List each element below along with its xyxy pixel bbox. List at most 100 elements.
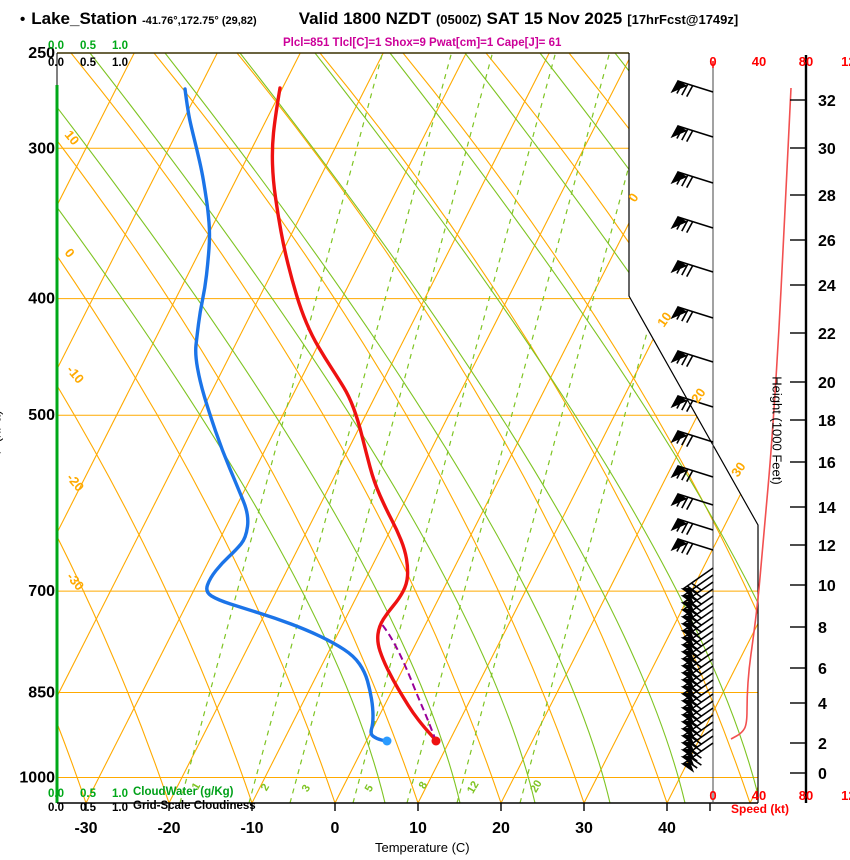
isotherm-line xyxy=(57,53,218,803)
temperature-labels: -30 -20 -10 0 10 20 30 40 xyxy=(74,803,711,837)
moist-adiabat-line xyxy=(57,53,386,803)
height-tick-label: 28 xyxy=(818,188,836,205)
barb-feather xyxy=(685,400,694,413)
speed-tick-top: 0 xyxy=(709,54,716,69)
barb-staff xyxy=(682,637,714,660)
height-tick-label: 32 xyxy=(818,93,836,110)
barb-feather xyxy=(676,218,684,230)
barb-feather xyxy=(681,521,689,534)
cloud-scale-top-black: 1.0 xyxy=(112,57,128,69)
moist-adiabat-line xyxy=(614,53,758,803)
moist-adiabat-line xyxy=(314,53,758,803)
barb-feather xyxy=(676,127,684,139)
height-tick-label: 16 xyxy=(818,455,836,472)
cloud-scale-bottom-black: 1.0 xyxy=(112,802,128,814)
height-tick-label: 30 xyxy=(818,141,836,158)
dry-adiabat-line xyxy=(402,53,758,803)
dewpoint-curve xyxy=(183,87,388,743)
barb-staff xyxy=(682,651,714,674)
pressure-tick-label: 700 xyxy=(28,583,55,600)
barb-feather xyxy=(685,543,694,556)
dry-adiabat-line xyxy=(568,53,758,803)
wind-barbs xyxy=(670,79,714,773)
height-tick-label: 6 xyxy=(818,661,827,678)
barb-staff xyxy=(682,616,714,639)
temperature-tick-label: 0 xyxy=(331,820,340,837)
pressure-tick-label: 400 xyxy=(28,291,55,308)
barb-pennant xyxy=(680,762,695,773)
height-tick-label: 2 xyxy=(818,736,827,753)
mixing-ratio-line xyxy=(289,53,494,803)
right-border xyxy=(628,53,759,803)
barb-staff xyxy=(682,658,714,681)
cloud-scale-bottom-green: 0.0 xyxy=(48,788,64,800)
isotherm-label: 10 xyxy=(654,309,675,329)
speed-tick-top: 120 xyxy=(841,54,850,69)
dry-adiabat-line xyxy=(485,53,758,803)
dry-adiabat-label: 0 xyxy=(62,245,78,260)
cloud-scale-bottom-green: 0.5 xyxy=(80,788,97,800)
barb-feather xyxy=(676,495,684,507)
dry-adiabat-line xyxy=(57,53,419,803)
barb-staff xyxy=(677,260,714,273)
sounding-indices: Plcl=851 Tlcl[C]=1 Shox=9 Pwat[cm]=1 Cap… xyxy=(283,37,562,49)
moist-adiabat-line xyxy=(239,53,686,803)
mixing-ratio-label: 8 xyxy=(417,780,430,791)
isotherm-line xyxy=(57,53,301,803)
pressure-labels: 250 300 400 500 700 850 1000 xyxy=(19,45,55,786)
barb-feather xyxy=(681,468,689,481)
barb-feather xyxy=(685,221,694,234)
temperature-tick-label: -10 xyxy=(240,820,263,837)
wind-barb xyxy=(670,215,714,234)
barb-feather xyxy=(686,760,698,769)
barb-staff xyxy=(682,679,714,702)
temperature-tick-label: 10 xyxy=(409,820,427,837)
height-tick-label: 0 xyxy=(818,766,827,783)
temperature-curve xyxy=(270,86,438,743)
speed-tick-top: 80 xyxy=(799,54,813,69)
speed-tick-bottom: 40 xyxy=(752,788,766,803)
barb-feather xyxy=(685,470,694,483)
isotherm-line xyxy=(417,53,758,803)
barb-staff xyxy=(682,581,714,604)
wind-barb xyxy=(670,124,714,143)
barb-staff xyxy=(682,714,714,737)
temperature-tick-label: 30 xyxy=(575,820,593,837)
barb-feather xyxy=(676,467,684,479)
isotherm-line xyxy=(583,53,758,803)
speed-tick-bottom: 120 xyxy=(841,788,850,803)
wind-barb xyxy=(670,492,714,511)
pressure-axis-title: P (hPa) xyxy=(0,410,4,455)
dry-adiabat-line xyxy=(153,53,585,803)
surface-dewpoint-dot xyxy=(382,736,392,746)
barb-staff xyxy=(682,721,714,744)
barb-feather xyxy=(685,176,694,189)
chart-title: • Lake_Station -41.76°,172.75° (29,82) V… xyxy=(20,9,738,29)
barb-feather xyxy=(676,352,684,364)
barb-feather xyxy=(681,433,689,446)
isotherm-label: 0 xyxy=(625,190,641,205)
speed-tick-bottom: 80 xyxy=(799,788,813,803)
isotherm-line xyxy=(57,53,135,803)
barb-staff xyxy=(677,306,714,319)
barb-staff xyxy=(682,602,714,625)
wind-barb xyxy=(670,464,714,483)
barb-staff xyxy=(677,350,714,363)
pressure-tick-label: 300 xyxy=(28,140,55,157)
pressure-tick-label: 1000 xyxy=(19,769,55,786)
barb-feather xyxy=(681,353,689,366)
barb-feather xyxy=(676,82,684,94)
barb-feather xyxy=(681,309,689,322)
barb-feather xyxy=(685,498,694,511)
station-coords: -41.76°,172.75° (29,82) xyxy=(142,15,257,27)
gridscale-cloudiness-label: Grid-Scale Cloudiness xyxy=(133,800,256,812)
moist-adiabat-line xyxy=(57,53,461,803)
isotherm-line xyxy=(57,53,384,803)
speed-scale-labels: 0040408080120120 xyxy=(709,54,850,803)
dry-adiabat-line xyxy=(57,53,253,803)
sounding-curves xyxy=(183,86,441,746)
grid-lines xyxy=(57,53,758,803)
barb-feather xyxy=(676,173,684,185)
